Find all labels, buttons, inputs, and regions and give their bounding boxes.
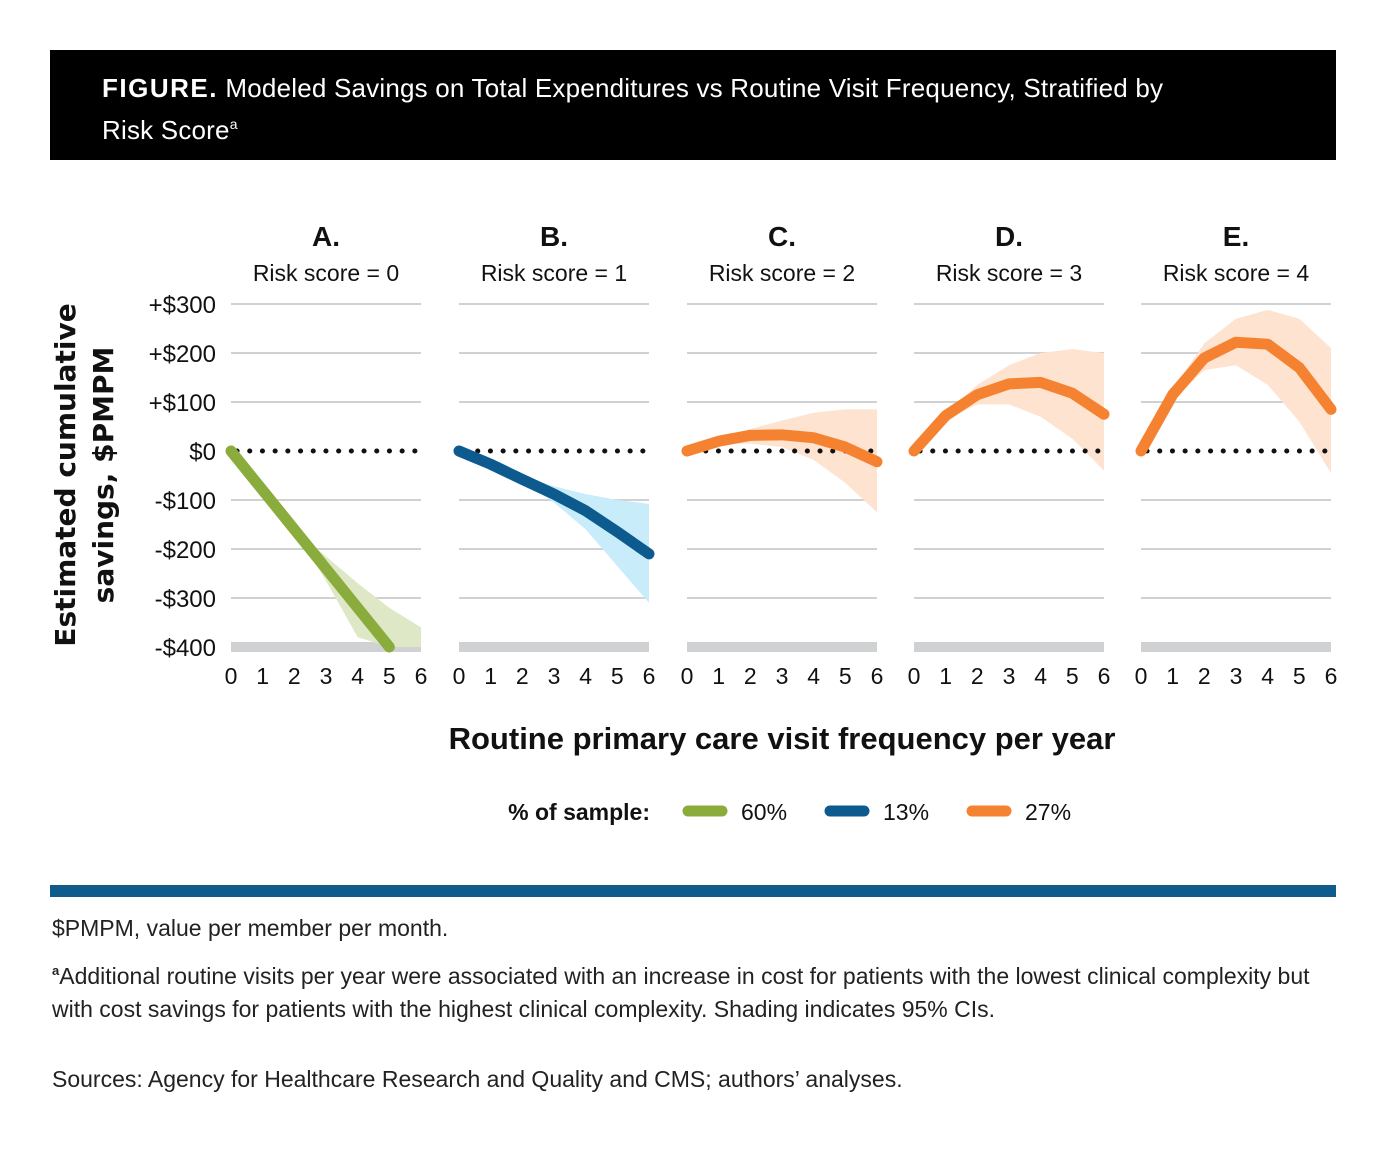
panel-e: E. Risk score = 4 0 1 2 3 4 5 6 — [1135, 221, 1338, 689]
x-tick-label: 1 — [484, 663, 497, 689]
x-tick-label: 3 — [776, 663, 789, 689]
x-axis-baseline — [1141, 642, 1331, 652]
x-tick-label: 4 — [1261, 663, 1274, 689]
x-tick-label: 1 — [939, 663, 952, 689]
panel-letter: D. — [995, 221, 1023, 252]
legend-entry: 13% — [824, 799, 929, 825]
x-tick-label: 5 — [383, 663, 396, 689]
confidence-band — [687, 409, 877, 513]
panel-subtitle: Risk score = 1 — [481, 260, 627, 286]
panel-letter: E. — [1223, 221, 1249, 252]
x-tick-label: 6 — [643, 663, 656, 689]
legend-label: 13% — [883, 799, 929, 825]
legend-entry: 60% — [682, 799, 787, 825]
x-tick-label: 1 — [1166, 663, 1179, 689]
footnote-text: Additional routine visits per year were … — [52, 963, 1310, 1022]
panel-letter: B. — [540, 221, 568, 252]
confidence-band — [490, 464, 649, 603]
y-tick-label: -$400 — [155, 635, 216, 662]
x-tick-label: 2 — [288, 663, 301, 689]
y-axis-ticks: +$300 +$200 +$100 $0 -$100 -$200 -$300 -$400 — [149, 292, 216, 662]
sources-note: Sources: Agency for Healthcare Research … — [52, 1066, 903, 1092]
x-tick-label: 4 — [807, 663, 820, 689]
x-axis-baseline — [459, 642, 649, 652]
series-line — [225, 445, 395, 653]
x-tick-label: 5 — [839, 663, 852, 689]
x-tick-label: 0 — [225, 663, 238, 689]
x-tick-label: 0 — [1135, 663, 1148, 689]
x-axis-baseline — [914, 642, 1104, 652]
y-axis-label-line2: savings, $PMPM — [87, 347, 120, 604]
legend-label: 27% — [1025, 799, 1071, 825]
x-tick-label: 2 — [1198, 663, 1211, 689]
footnote-marker: a — [52, 963, 60, 978]
footer-rule — [50, 885, 1336, 897]
x-tick-label: 3 — [1230, 663, 1243, 689]
x-tick-label: 3 — [548, 663, 561, 689]
x-tick-label: 4 — [1034, 663, 1047, 689]
figure-title: Modeled Savings on Total Expenditures vs… — [225, 73, 1164, 103]
title-footnote-marker: a — [229, 116, 238, 132]
chart: Estimated cumulative savings, $PMPM +$30… — [49, 221, 1338, 825]
x-tick-label: 5 — [611, 663, 624, 689]
x-tick-label: 0 — [908, 663, 921, 689]
y-axis-label: Estimated cumulative savings, $PMPM — [49, 303, 120, 646]
x-tick-label: 3 — [320, 663, 333, 689]
y-tick-label: +$300 — [149, 292, 216, 319]
y-tick-label: -$100 — [155, 488, 216, 515]
abbreviation-note: $PMPM, value per member per month. — [52, 915, 449, 941]
panel-c: C. Risk score = 2 0 1 2 3 4 5 6 — [681, 221, 884, 689]
panel-a: A. Risk score = 0 0 1 2 3 4 5 6 — [225, 221, 428, 689]
panel-letter: A. — [312, 221, 340, 252]
panel-d: D. Risk score = 3 0 1 2 3 4 5 6 — [908, 221, 1111, 689]
y-tick-label: -$200 — [155, 537, 216, 564]
y-tick-label: $0 — [189, 439, 216, 466]
x-tick-label: 3 — [1003, 663, 1016, 689]
x-tick-label: 4 — [579, 663, 592, 689]
x-tick-label: 4 — [351, 663, 364, 689]
y-tick-label: +$100 — [149, 390, 216, 417]
panel-letter: C. — [768, 221, 796, 252]
figure-label: FIGURE. — [102, 73, 218, 103]
y-tick-label: +$200 — [149, 341, 216, 368]
panel-b: B. Risk score = 1 0 1 2 3 4 5 6 — [453, 221, 656, 689]
x-tick-label: 5 — [1293, 663, 1306, 689]
legend-title: % of sample: — [508, 799, 650, 825]
footnote-a: aAdditional routine visits per year were… — [52, 954, 1322, 1026]
panel-subtitle: Risk score = 2 — [709, 260, 855, 286]
x-tick-label: 6 — [1098, 663, 1111, 689]
x-axis-baseline — [231, 642, 421, 652]
legend-entry: 27% — [966, 799, 1071, 825]
y-tick-label: -$300 — [155, 586, 216, 613]
x-tick-label: 6 — [415, 663, 428, 689]
x-tick-label: 2 — [516, 663, 529, 689]
x-tick-label: 2 — [971, 663, 984, 689]
figure-title-bar: FIGURE. Modeled Savings on Total Expendi… — [50, 50, 1336, 160]
x-axis-baseline — [687, 642, 877, 652]
legend-label: 60% — [741, 799, 787, 825]
x-axis-label: Routine primary care visit frequency per… — [449, 721, 1116, 756]
x-tick-label: 0 — [681, 663, 694, 689]
x-tick-label: 6 — [1325, 663, 1338, 689]
x-tick-label: 1 — [712, 663, 725, 689]
x-tick-label: 1 — [256, 663, 269, 689]
panel-subtitle: Risk score = 0 — [253, 260, 399, 286]
x-tick-label: 0 — [453, 663, 466, 689]
figure-title-line2: Risk Score — [102, 115, 230, 145]
x-tick-label: 5 — [1066, 663, 1079, 689]
legend: % of sample: 60% 13% 27% — [508, 799, 1071, 825]
x-tick-label: 2 — [744, 663, 757, 689]
confidence-band — [914, 349, 1104, 471]
panel-subtitle: Risk score = 3 — [936, 260, 1082, 286]
panels: A.Risk score = 00 1 2 3 4 5 6B.Risk score = 10… — [225, 221, 1338, 689]
confidence-band — [294, 529, 421, 647]
panel-subtitle: Risk score = 4 — [1163, 260, 1310, 286]
x-tick-label: 6 — [871, 663, 884, 689]
y-axis-label-line1: Estimated cumulative — [49, 303, 82, 646]
